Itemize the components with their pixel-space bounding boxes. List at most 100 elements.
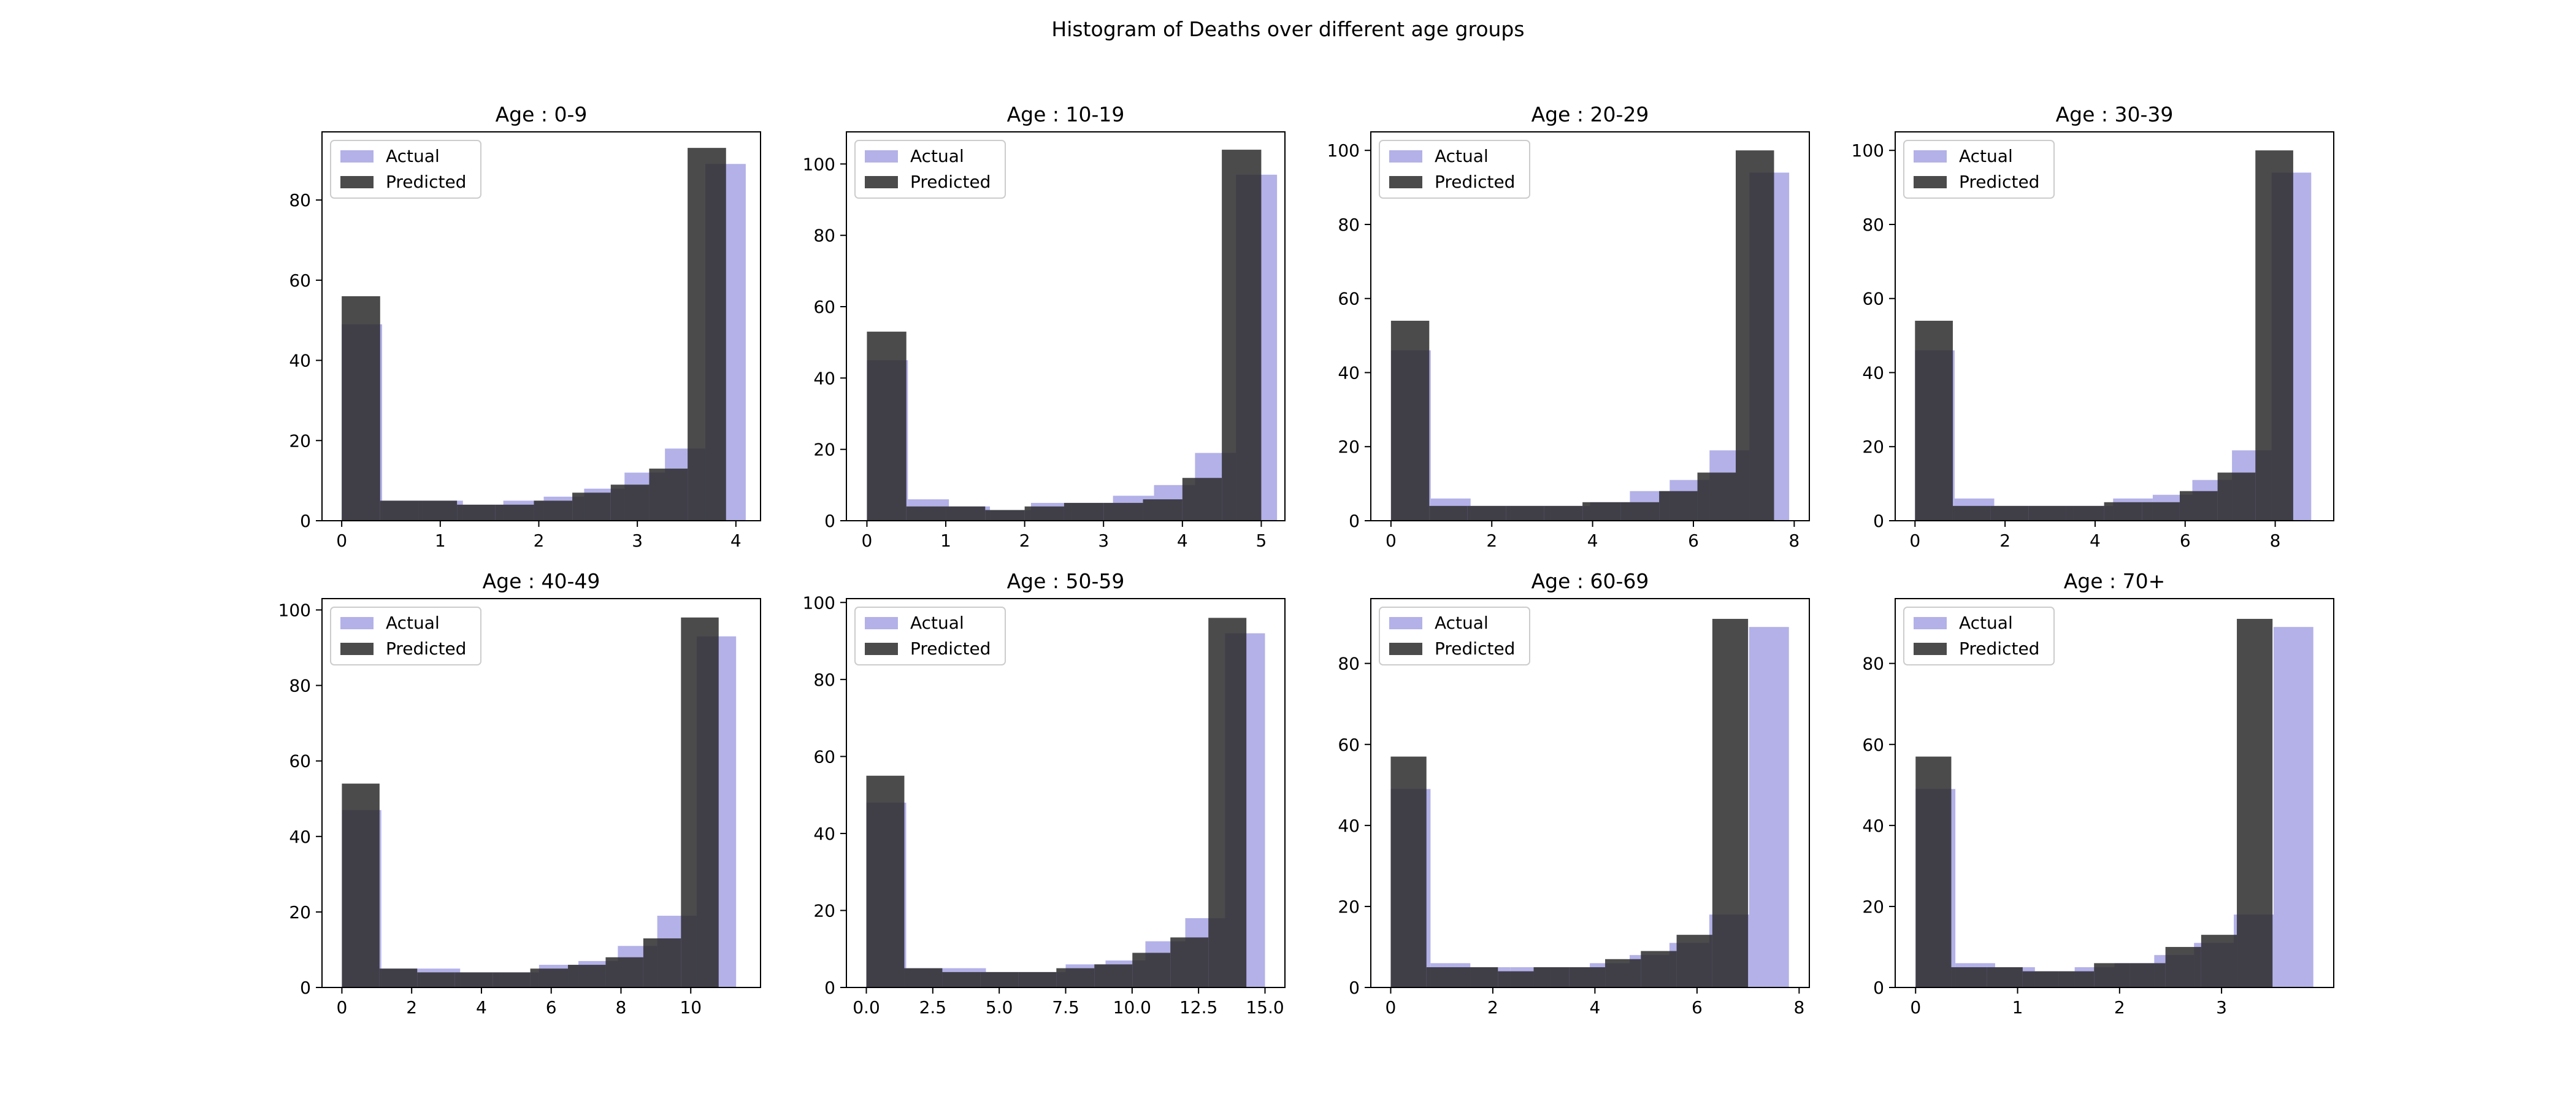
predicted-bar (1182, 478, 1222, 521)
y-tick-label: 80 (1862, 654, 1884, 674)
predicted-bar (2201, 935, 2237, 987)
legend-swatch-actual (865, 150, 898, 163)
y-tick-label: 20 (1862, 897, 1884, 917)
predicted-bar (454, 972, 493, 987)
x-tick-label: 4 (1587, 531, 1598, 551)
y-tick-label: 40 (1862, 362, 1884, 383)
x-tick-label: 6 (1688, 531, 1699, 551)
actual-bar (1749, 627, 1789, 987)
subplot-title: Age : 60-69 (1531, 569, 1649, 593)
x-tick-label: 2 (1487, 997, 1498, 1018)
x-tick-label: 4 (1177, 531, 1188, 551)
predicted-bar (1064, 502, 1104, 521)
legend-swatch-predicted (865, 643, 898, 655)
x-tick-label: 5 (1256, 531, 1267, 551)
predicted-bar (1620, 502, 1660, 521)
x-tick-label: 1 (435, 531, 446, 551)
axes-frame (1895, 598, 2334, 988)
y-tick-label: 60 (813, 297, 835, 317)
legend-swatch-predicted (1914, 643, 1947, 655)
legend-label-predicted: Predicted (1435, 638, 1515, 659)
y-tick-label: 60 (1862, 289, 1884, 309)
axes-frame (1370, 598, 1810, 988)
predicted-bar (1056, 968, 1095, 987)
x-tick-label: 2 (1999, 531, 2011, 551)
predicted-bar (1533, 967, 1570, 987)
predicted-bar (1915, 320, 1953, 521)
predicted-bar (1987, 967, 2023, 987)
legend: Actual Predicted (1379, 140, 1530, 199)
predicted-bar (568, 965, 606, 987)
y-tick-label: 80 (289, 190, 311, 210)
legend: Actual Predicted (854, 607, 1006, 665)
x-tick-label: 4 (730, 531, 742, 551)
x-tick-label: 6 (2180, 531, 2191, 551)
x-tick-label: 2 (406, 997, 417, 1018)
y-tick-label: 0 (300, 511, 311, 531)
x-tick-label: 4 (476, 997, 487, 1018)
y-tick-label: 0 (1349, 511, 1360, 531)
x-tick-label: 2 (2114, 997, 2125, 1018)
x-tick-label: 3 (1098, 531, 1109, 551)
predicted-bar (1952, 505, 1991, 521)
legend-swatch-predicted (1914, 176, 1947, 188)
legend: Actual Predicted (1903, 140, 2055, 199)
predicted-bar (688, 148, 726, 521)
subplot-title: Age : 0-9 (496, 102, 588, 126)
predicted-bar (1951, 967, 1987, 987)
y-tick-label: 20 (289, 902, 311, 922)
predicted-bar (1426, 967, 1462, 987)
predicted-bar (1736, 150, 1774, 521)
predicted-bar (1170, 937, 1209, 987)
predicted-bar (2028, 505, 2066, 521)
predicted-bar (1429, 505, 1468, 521)
actual-bar (2273, 627, 2313, 987)
predicted-bar (457, 504, 496, 521)
predicted-bar (2022, 971, 2059, 987)
y-tick-label: 0 (300, 978, 311, 998)
legend-label-predicted: Predicted (1435, 172, 1515, 192)
legend-label-actual: Actual (910, 146, 964, 166)
x-tick-label: 0 (1909, 531, 1920, 551)
legend-label-predicted: Predicted (1959, 172, 2039, 192)
y-tick-label: 40 (1338, 816, 1360, 836)
y-tick-label: 40 (289, 351, 311, 371)
legend: Actual Predicted (330, 140, 481, 199)
y-tick-label: 0 (1873, 511, 1884, 531)
predicted-bar (1208, 618, 1247, 987)
predicted-bar (2094, 963, 2130, 988)
subplot-2: 0 1 2 3 4 5 0 20 40 60 80 100 Age : 10-19 Actual Predi… (803, 102, 1286, 551)
legend-label-predicted: Predicted (386, 172, 466, 192)
y-tick-label: 80 (1338, 654, 1360, 674)
y-tick-label: 100 (1327, 140, 1360, 161)
legend-label-actual: Actual (1435, 613, 1489, 633)
predicted-bar (2165, 946, 2201, 987)
x-tick-label: 0 (1910, 997, 1921, 1018)
predicted-bar (1103, 502, 1143, 521)
predicted-bar (1915, 756, 1952, 987)
predicted-bar (379, 968, 418, 987)
y-tick-label: 40 (1338, 362, 1360, 383)
y-tick-label: 0 (824, 978, 835, 998)
x-tick-label: 7.5 (1052, 997, 1079, 1018)
subplot-title: Age : 40-49 (483, 569, 600, 593)
y-tick-label: 0 (1349, 978, 1360, 998)
legend-swatch-actual (340, 150, 374, 163)
y-tick-label: 100 (803, 154, 835, 174)
predicted-bar (1659, 491, 1698, 521)
y-tick-label: 60 (1338, 289, 1360, 309)
legend-label-actual: Actual (910, 613, 964, 633)
x-tick-label: 6 (1692, 997, 1703, 1018)
axes-frame (321, 131, 761, 521)
predicted-bar (2217, 472, 2256, 521)
predicted-bar (342, 783, 380, 987)
predicted-bar (380, 500, 419, 521)
predicted-bar (2104, 502, 2142, 521)
predicted-bar (572, 493, 611, 521)
y-tick-label: 20 (1338, 437, 1360, 457)
predicted-bar (1094, 964, 1133, 987)
